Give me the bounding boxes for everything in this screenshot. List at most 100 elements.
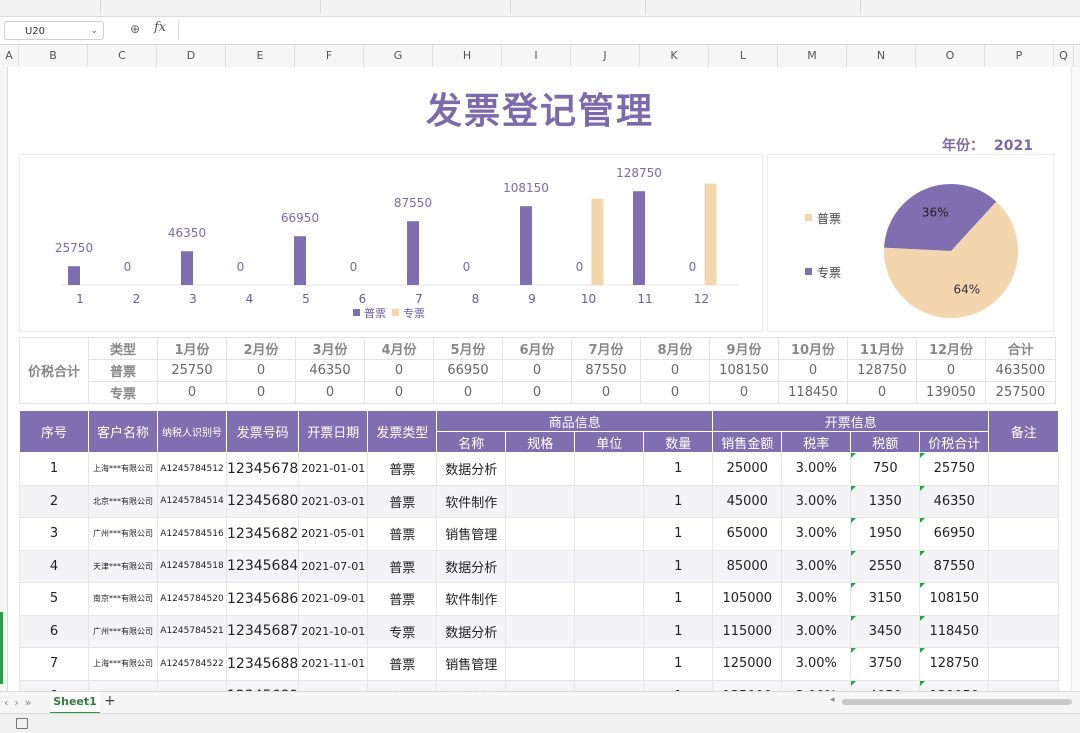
column-header[interactable]: C [88, 45, 157, 67]
scrollbar-thumb[interactable] [842, 699, 1072, 705]
cell-remark[interactable] [988, 582, 1060, 616]
cell-spec[interactable] [505, 582, 576, 616]
cell-seq[interactable]: 1 [19, 452, 89, 486]
cell-unit[interactable] [574, 452, 645, 486]
column-header[interactable]: G [364, 45, 433, 67]
vertical-scrollbar[interactable] [1071, 67, 1080, 691]
cell-invoice-no[interactable]: 12345684 [225, 549, 300, 583]
summary-cell[interactable]: 0 [295, 381, 365, 404]
summary-cell[interactable]: 0 [226, 381, 296, 404]
summary-cell[interactable]: 66950 [433, 359, 503, 382]
summary-cell[interactable]: 139050 [916, 381, 986, 404]
cell-amount[interactable]: 65000 [712, 517, 783, 551]
cell-seq[interactable]: 7 [19, 647, 89, 681]
summary-cell[interactable]: 0 [847, 381, 917, 404]
cell-unit[interactable] [574, 614, 645, 648]
cell-invoice-no[interactable]: 12345682 [225, 517, 300, 551]
cell-type[interactable]: 普票 [367, 549, 438, 583]
column-header[interactable]: J [571, 45, 640, 67]
cell-customer[interactable]: 南京***有限公司 [88, 582, 158, 616]
cell-tax[interactable]: 3750 [850, 647, 921, 681]
column-header[interactable]: A [0, 45, 19, 67]
cell-spec[interactable] [505, 452, 576, 486]
cell-seq[interactable]: 6 [19, 614, 89, 648]
column-header[interactable]: L [709, 45, 778, 67]
summary-cell[interactable]: 108150 [709, 359, 779, 382]
cell-total[interactable]: 108150 [919, 582, 990, 616]
cell-rate[interactable]: 3.00% [781, 582, 852, 616]
cell-name[interactable]: 销售管理 [436, 647, 507, 681]
summary-cell[interactable]: 0 [364, 359, 434, 382]
cell-amount[interactable]: 45000 [712, 484, 783, 518]
cell-rate[interactable]: 3.00% [781, 549, 852, 583]
column-header[interactable]: F [295, 45, 364, 67]
summary-cell[interactable]: 0 [226, 359, 296, 382]
summary-cell[interactable]: 0 [157, 381, 227, 404]
cell-amount[interactable]: 25000 [712, 452, 783, 486]
cell-rate[interactable]: 3.00% [781, 614, 852, 648]
scroll-left-icon[interactable]: ◂ [830, 695, 835, 705]
cell-total[interactable]: 25750 [919, 452, 990, 486]
cell-customer[interactable]: 天津***有限公司 [88, 549, 158, 583]
cell-tax-id[interactable]: A1245784514 [157, 484, 227, 518]
cell-tax-id[interactable]: A1245784512 [157, 452, 227, 486]
cell-spec[interactable] [505, 647, 576, 681]
cell-type[interactable]: 普票 [367, 452, 438, 486]
cell-invoice-no[interactable]: 12345680 [225, 484, 300, 518]
summary-cell[interactable]: 87550 [571, 359, 641, 382]
cell-qty[interactable]: 1 [643, 517, 714, 551]
cell-tax-id[interactable]: A1245784518 [157, 549, 227, 583]
summary-cell[interactable]: 0 [778, 359, 848, 382]
cell-date[interactable]: 2021-10-01 [298, 614, 369, 648]
summary-cell[interactable]: 0 [502, 359, 572, 382]
cell-customer[interactable]: 上海***有限公司 [88, 452, 158, 486]
cell-customer[interactable]: 广州***有限公司 [88, 614, 158, 648]
cell-amount[interactable]: 125000 [712, 647, 783, 681]
cell-seq[interactable]: 4 [19, 549, 89, 583]
cell-spec[interactable] [505, 517, 576, 551]
cell-date[interactable]: 2021-03-01 [298, 484, 369, 518]
column-header[interactable]: E [226, 45, 295, 67]
cell-tax[interactable]: 3450 [850, 614, 921, 648]
cell-qty[interactable]: 1 [643, 614, 714, 648]
cell-seq[interactable]: 3 [19, 517, 89, 551]
cell-total[interactable]: 66950 [919, 517, 990, 551]
cell-tax[interactable]: 1350 [850, 484, 921, 518]
cell-date[interactable]: 2021-09-01 [298, 582, 369, 616]
cell-total[interactable]: 128750 [919, 647, 990, 681]
cell-name[interactable]: 数据分析 [436, 452, 507, 486]
cell-qty[interactable]: 1 [643, 452, 714, 486]
column-header[interactable]: M [778, 45, 847, 67]
cell-name[interactable]: 数据分析 [436, 549, 507, 583]
cell-tax-id[interactable]: A1245784522 [157, 647, 227, 681]
cell-total[interactable]: 87550 [919, 549, 990, 583]
cell-type[interactable]: 专票 [367, 614, 438, 648]
cell-tax-id[interactable]: A1245784516 [157, 517, 227, 551]
summary-cell[interactable]: 0 [709, 381, 779, 404]
cell-type[interactable]: 普票 [367, 647, 438, 681]
summary-cell[interactable]: 0 [571, 381, 641, 404]
summary-cell[interactable]: 46350 [295, 359, 365, 382]
cell-invoice-no[interactable]: 12345688 [225, 647, 300, 681]
column-header[interactable]: O [916, 45, 985, 67]
column-header[interactable]: D [157, 45, 226, 67]
summary-cell[interactable]: 0 [640, 359, 710, 382]
summary-cell[interactable]: 463500 [985, 359, 1056, 382]
cell-remark[interactable] [988, 517, 1060, 551]
column-header[interactable]: I [502, 45, 571, 67]
cell-unit[interactable] [574, 647, 645, 681]
cell-type[interactable]: 普票 [367, 517, 438, 551]
cell-seq[interactable]: 5 [19, 582, 89, 616]
cell-name[interactable]: 软件制作 [436, 484, 507, 518]
chevron-down-icon[interactable]: ⌄ [90, 26, 98, 36]
cell-remark[interactable] [988, 484, 1060, 518]
cell-date[interactable]: 2021-01-01 [298, 452, 369, 486]
cell-qty[interactable]: 1 [643, 582, 714, 616]
column-header[interactable]: B [19, 45, 88, 67]
summary-cell[interactable]: 0 [916, 359, 986, 382]
zoom-icon[interactable]: ⊕ [130, 22, 141, 36]
tab-sheet1[interactable]: Sheet1 [50, 692, 100, 714]
column-header[interactable]: N [847, 45, 916, 67]
cell-tax-id[interactable]: A1245784520 [157, 582, 227, 616]
cell-qty[interactable]: 1 [643, 549, 714, 583]
